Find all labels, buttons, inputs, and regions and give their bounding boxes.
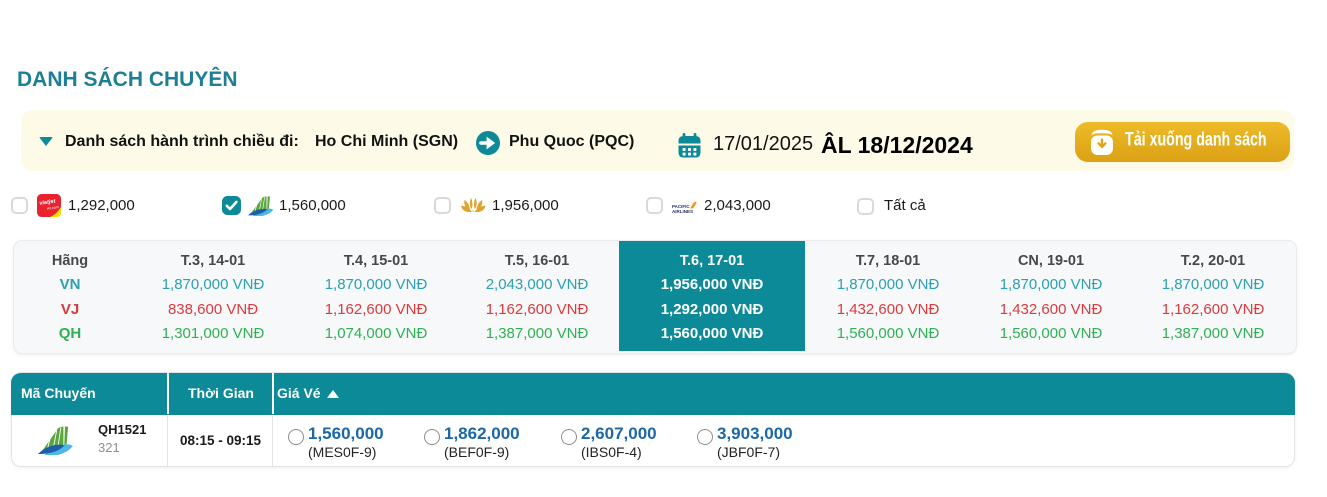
svg-text:AIRLINES: AIRLINES [672, 209, 693, 213]
svg-text:Air.com: Air.com [46, 205, 59, 211]
svg-text:PACIFIC: PACIFIC [672, 204, 690, 209]
svg-text:vietjet: vietjet [39, 198, 57, 206]
